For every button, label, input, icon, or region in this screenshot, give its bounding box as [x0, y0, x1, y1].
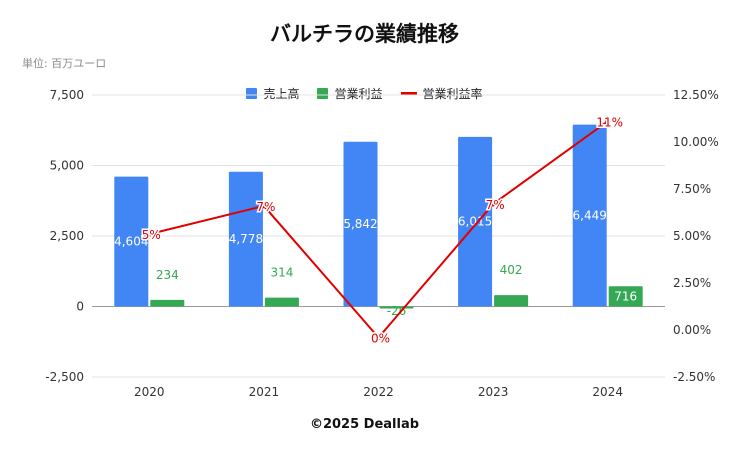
x-tick-label: 2022 [363, 385, 394, 399]
y-left-tick-label: -2,500 [45, 370, 84, 384]
point-margin [146, 231, 152, 237]
bar-revenue [114, 176, 149, 307]
data-label-revenue: 6,015 [458, 215, 492, 229]
series-line-margin [149, 120, 609, 340]
y-right-tick-label: 12.50% [673, 88, 719, 102]
data-label-operating-profit: 314 [270, 266, 293, 280]
data-label-operating-profit: 402 [500, 263, 523, 277]
y-right-tick-label: -2.50% [673, 370, 715, 384]
bar-revenue [228, 171, 263, 307]
legend-swatch-operating-profit [317, 88, 329, 99]
y-right-tick-label: 2.50% [673, 276, 711, 290]
y-left-tick-label: 7,500 [50, 88, 84, 102]
data-label-revenue: 4,604 [114, 235, 148, 249]
data-label-revenue: 6,449 [573, 209, 607, 223]
y-right-tick-label: 0.00% [673, 323, 711, 337]
data-label-revenue: 4,778 [229, 232, 263, 246]
y-right-tick-label: 5.00% [673, 229, 711, 243]
legend-item-operating-profit: 営業利益 [317, 85, 383, 102]
bar-operating-profit [608, 286, 643, 307]
legend-swatch-margin [400, 92, 417, 95]
unit-note: 単位: 百万ユーロ [22, 57, 107, 70]
data-label-margin: 5% [142, 228, 161, 242]
x-tick-label: 2023 [478, 385, 509, 399]
data-label-margin: 7% [256, 200, 275, 214]
bar-operating-profit [264, 297, 299, 307]
x-tick-label: 2021 [249, 385, 280, 399]
bar-revenue [572, 124, 607, 307]
bar-operating-profit [494, 295, 529, 307]
legend-item-margin: 営業利益率 [400, 85, 483, 102]
point-margin [376, 335, 381, 341]
data-label-margin: 11% [596, 115, 623, 129]
legend-label-revenue: 売上高 [263, 87, 300, 101]
credit: ©2025 Deallab [309, 417, 420, 432]
y-right-tick-label: 10.00% [673, 135, 719, 149]
legend-label-operating-profit: 営業利益 [334, 87, 383, 101]
data-label-operating-profit: 716 [614, 289, 637, 303]
bar-revenue [343, 141, 378, 307]
y-right-tick-label: 7.50% [673, 182, 711, 196]
chart-title: バルチラの業績推移 [270, 22, 459, 46]
legend: 売上高 営業利益 営業利益率 [0, 85, 729, 102]
data-label-margin: 7% [486, 198, 505, 212]
x-tick-label: 2020 [134, 385, 165, 399]
y-left-tick-label: 5,000 [50, 159, 84, 173]
point-margin [261, 203, 267, 209]
legend-item-revenue: 売上高 [246, 85, 299, 102]
legend-swatch-revenue [246, 88, 258, 99]
bar-operating-profit [150, 299, 185, 307]
data-label-operating-profit: 234 [156, 268, 179, 282]
data-label-revenue: 5,842 [343, 217, 377, 231]
bar-revenue [458, 136, 493, 307]
point-margin [605, 118, 611, 124]
y-left-tick-label: 2,500 [50, 229, 84, 243]
data-label-margin: 0% [371, 332, 390, 346]
point-margin [490, 201, 496, 207]
x-tick-label: 2024 [592, 385, 623, 399]
legend-label-margin: 営業利益率 [422, 87, 483, 101]
y-left-tick-label: 0 [76, 300, 84, 314]
data-label-operating-profit: -26 [387, 304, 407, 318]
